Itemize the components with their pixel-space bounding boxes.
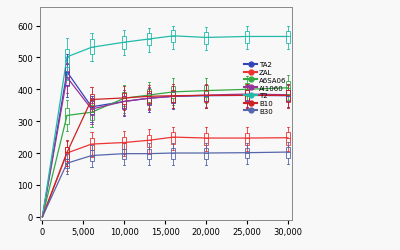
- Bar: [90, 151, 94, 161]
- Bar: [204, 90, 208, 102]
- Bar: [90, 104, 94, 116]
- Bar: [147, 92, 151, 103]
- Bar: [90, 139, 94, 151]
- Bar: [65, 148, 69, 161]
- Bar: [171, 31, 176, 43]
- Bar: [65, 72, 69, 86]
- Bar: [286, 148, 290, 158]
- Bar: [122, 92, 126, 106]
- Bar: [122, 37, 126, 49]
- Bar: [147, 89, 151, 103]
- Bar: [65, 65, 69, 85]
- Bar: [286, 82, 290, 95]
- Bar: [65, 49, 69, 68]
- Bar: [147, 94, 151, 106]
- Bar: [171, 92, 176, 103]
- Bar: [122, 93, 126, 104]
- Bar: [122, 138, 126, 149]
- Bar: [204, 91, 208, 102]
- Bar: [286, 91, 290, 102]
- Bar: [245, 84, 249, 96]
- Bar: [171, 132, 176, 144]
- Bar: [286, 90, 290, 102]
- Bar: [65, 159, 69, 168]
- Bar: [122, 97, 126, 110]
- Bar: [245, 90, 249, 102]
- Bar: [171, 90, 176, 103]
- Bar: [90, 106, 94, 120]
- Bar: [122, 149, 126, 160]
- Bar: [286, 32, 290, 44]
- Bar: [204, 148, 208, 159]
- Bar: [147, 34, 151, 46]
- Bar: [171, 86, 176, 99]
- Bar: [171, 148, 176, 159]
- Bar: [171, 92, 176, 103]
- Bar: [204, 85, 208, 98]
- Bar: [147, 93, 151, 104]
- Bar: [90, 40, 94, 55]
- Bar: [65, 147, 69, 159]
- Bar: [90, 94, 94, 106]
- Bar: [245, 90, 249, 102]
- Bar: [147, 135, 151, 147]
- Bar: [245, 90, 249, 101]
- Bar: [286, 90, 290, 102]
- Bar: [90, 102, 94, 115]
- Bar: [245, 133, 249, 145]
- Legend: TA2, ZAL, A6SA06, Al1060, T2, B10, B30: TA2, ZAL, A6SA06, Al1060, T2, B10, B30: [242, 60, 288, 116]
- Bar: [147, 149, 151, 160]
- Bar: [245, 32, 249, 44]
- Bar: [245, 148, 249, 159]
- Bar: [204, 133, 208, 145]
- Bar: [204, 32, 208, 44]
- Bar: [65, 108, 69, 124]
- Bar: [204, 90, 208, 102]
- Bar: [122, 96, 126, 108]
- Bar: [286, 133, 290, 145]
